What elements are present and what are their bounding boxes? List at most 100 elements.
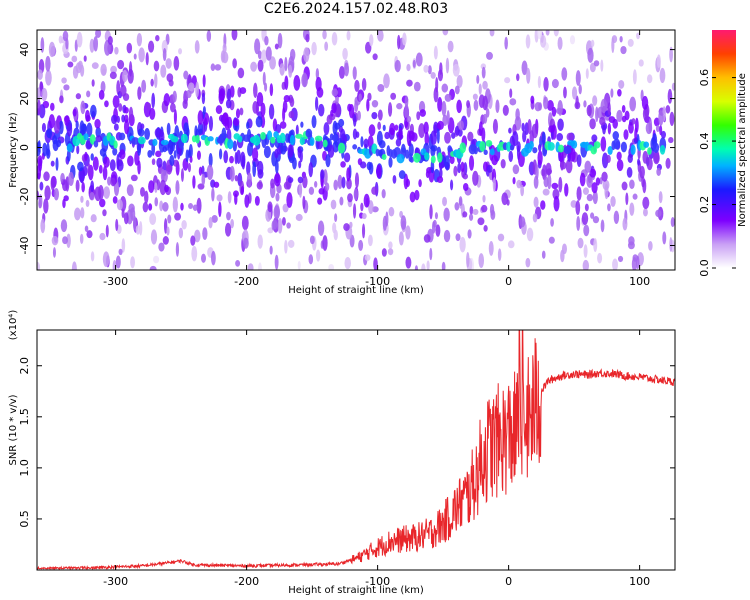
spectrogram-cell [482,113,488,124]
spectrogram-cell [485,108,490,118]
spectrogram-cell [237,67,245,79]
top-x-ticks: -300 -200 -100 0 100 [103,30,650,288]
spectrogram-cell [435,77,439,93]
spectrogram-cell [92,156,99,171]
spectrogram-cell [99,232,106,241]
spectrogram-ridge-cell [227,138,234,150]
spectrogram-cell [247,263,254,270]
spectrogram-cell [627,38,634,47]
spectrogram-cell [231,30,238,41]
spectrogram-cell [317,197,323,205]
spectrogram-cell [86,122,93,138]
spectrogram-ridge-cell [314,135,323,142]
spectrogram-cell [592,190,598,205]
spectrogram-cell [359,161,367,169]
spectrogram-cell [58,120,64,135]
spectrogram-cell [159,200,164,212]
spectrogram-cell [208,115,213,132]
spectrogram-cell [444,131,451,144]
spectrogram-cell [405,225,411,240]
spectrogram-cell [52,247,56,258]
spectrogram-cell [320,169,325,180]
spectrogram-cell [76,31,83,48]
spectrogram-ridge-cell [483,149,488,156]
spectrogram-cell [439,168,443,179]
spectrogram-cell [43,198,49,214]
spectrogram-cell [509,98,517,106]
spectrogram-cell [581,212,589,226]
spectrogram-cell [63,195,69,202]
spectrogram-cell [221,112,229,127]
spectrogram-cell [621,115,627,123]
spectrogram-cell [541,131,546,146]
spectrogram-cell [333,229,338,241]
spectrogram-cell [637,158,641,166]
spectrogram-ridge-cell [66,143,73,153]
x-tick-label: -300 [103,575,128,588]
spectrogram-cell [279,121,287,129]
spectrogram-cell [183,70,189,80]
spectrogram-cell [585,68,589,79]
spectrogram-cell [497,233,505,242]
spectrogram-cell [62,236,68,245]
spectrogram-cell [418,123,426,139]
spectrogram-cell [45,55,51,72]
spectrogram-cell [172,196,178,213]
spectrogram-cell [262,71,266,86]
y-tick-label: 2.0 [18,357,31,375]
spectrogram-cell [626,167,633,178]
spectrogram-cell [406,115,412,123]
spectrogram-cell [636,32,641,40]
spectrogram-cell [59,95,64,104]
spectrogram-cell [257,169,264,179]
spectrogram-cell [612,258,618,270]
spectrogram-cell [583,224,590,237]
spectrogram-cell [347,193,353,203]
spectrogram-ridge-cell [216,136,225,144]
spectrogram-cell [274,148,279,159]
colorbar-gradient [712,30,736,268]
spectrogram-ridge-cell [131,137,140,145]
spectrogram-cell [339,196,344,206]
spectrogram-cell [100,63,107,76]
spectrogram-cell [166,122,171,136]
spectrogram-cell [617,255,624,263]
spectrogram-cell [232,140,237,152]
x-tick-label: -100 [365,275,390,288]
spectrogram-cell [100,81,106,93]
spectrogram-cell [460,161,465,173]
spectrogram-cell [628,121,634,134]
colorbar-tick-label: 0.6 [698,69,711,87]
spectrogram-cell [629,202,635,216]
spectrogram-cell [37,87,41,102]
spectrogram-cell [118,103,123,112]
spectrogram-cell [86,230,93,239]
spectrogram-cell [569,35,576,45]
spectrogram-cell [260,102,266,117]
spectrogram-cell [591,182,598,194]
spectrogram-cell [402,32,407,46]
spectrogram-cell [235,260,241,267]
spectrogram-cell [631,118,636,125]
spectrogram-cell [265,46,272,61]
spectrogram-cell [371,186,378,195]
spectrogram-cell [52,135,58,145]
spectrogram-cell [342,47,348,60]
spectrogram-cell [476,74,480,84]
spectrogram-cell [308,186,315,195]
spectrogram-cell [299,149,303,163]
spectrogram-cell [557,36,563,50]
spectrogram-cell [648,240,653,251]
x-tick-label: 100 [629,575,650,588]
spectrogram-cell [315,68,320,80]
spectrogram-cell [441,261,446,270]
spectrogram-cell [271,220,276,231]
spectrogram-cell [400,215,407,230]
spectrogram-cell [525,257,531,268]
spectrogram-cell [515,108,520,121]
spectrogram-cell [316,139,324,150]
spectrogram-cell [377,30,384,42]
spectrogram-cell [550,217,554,227]
y-tick-label: 1.0 [18,459,31,477]
spectrogram-cell [398,170,406,180]
